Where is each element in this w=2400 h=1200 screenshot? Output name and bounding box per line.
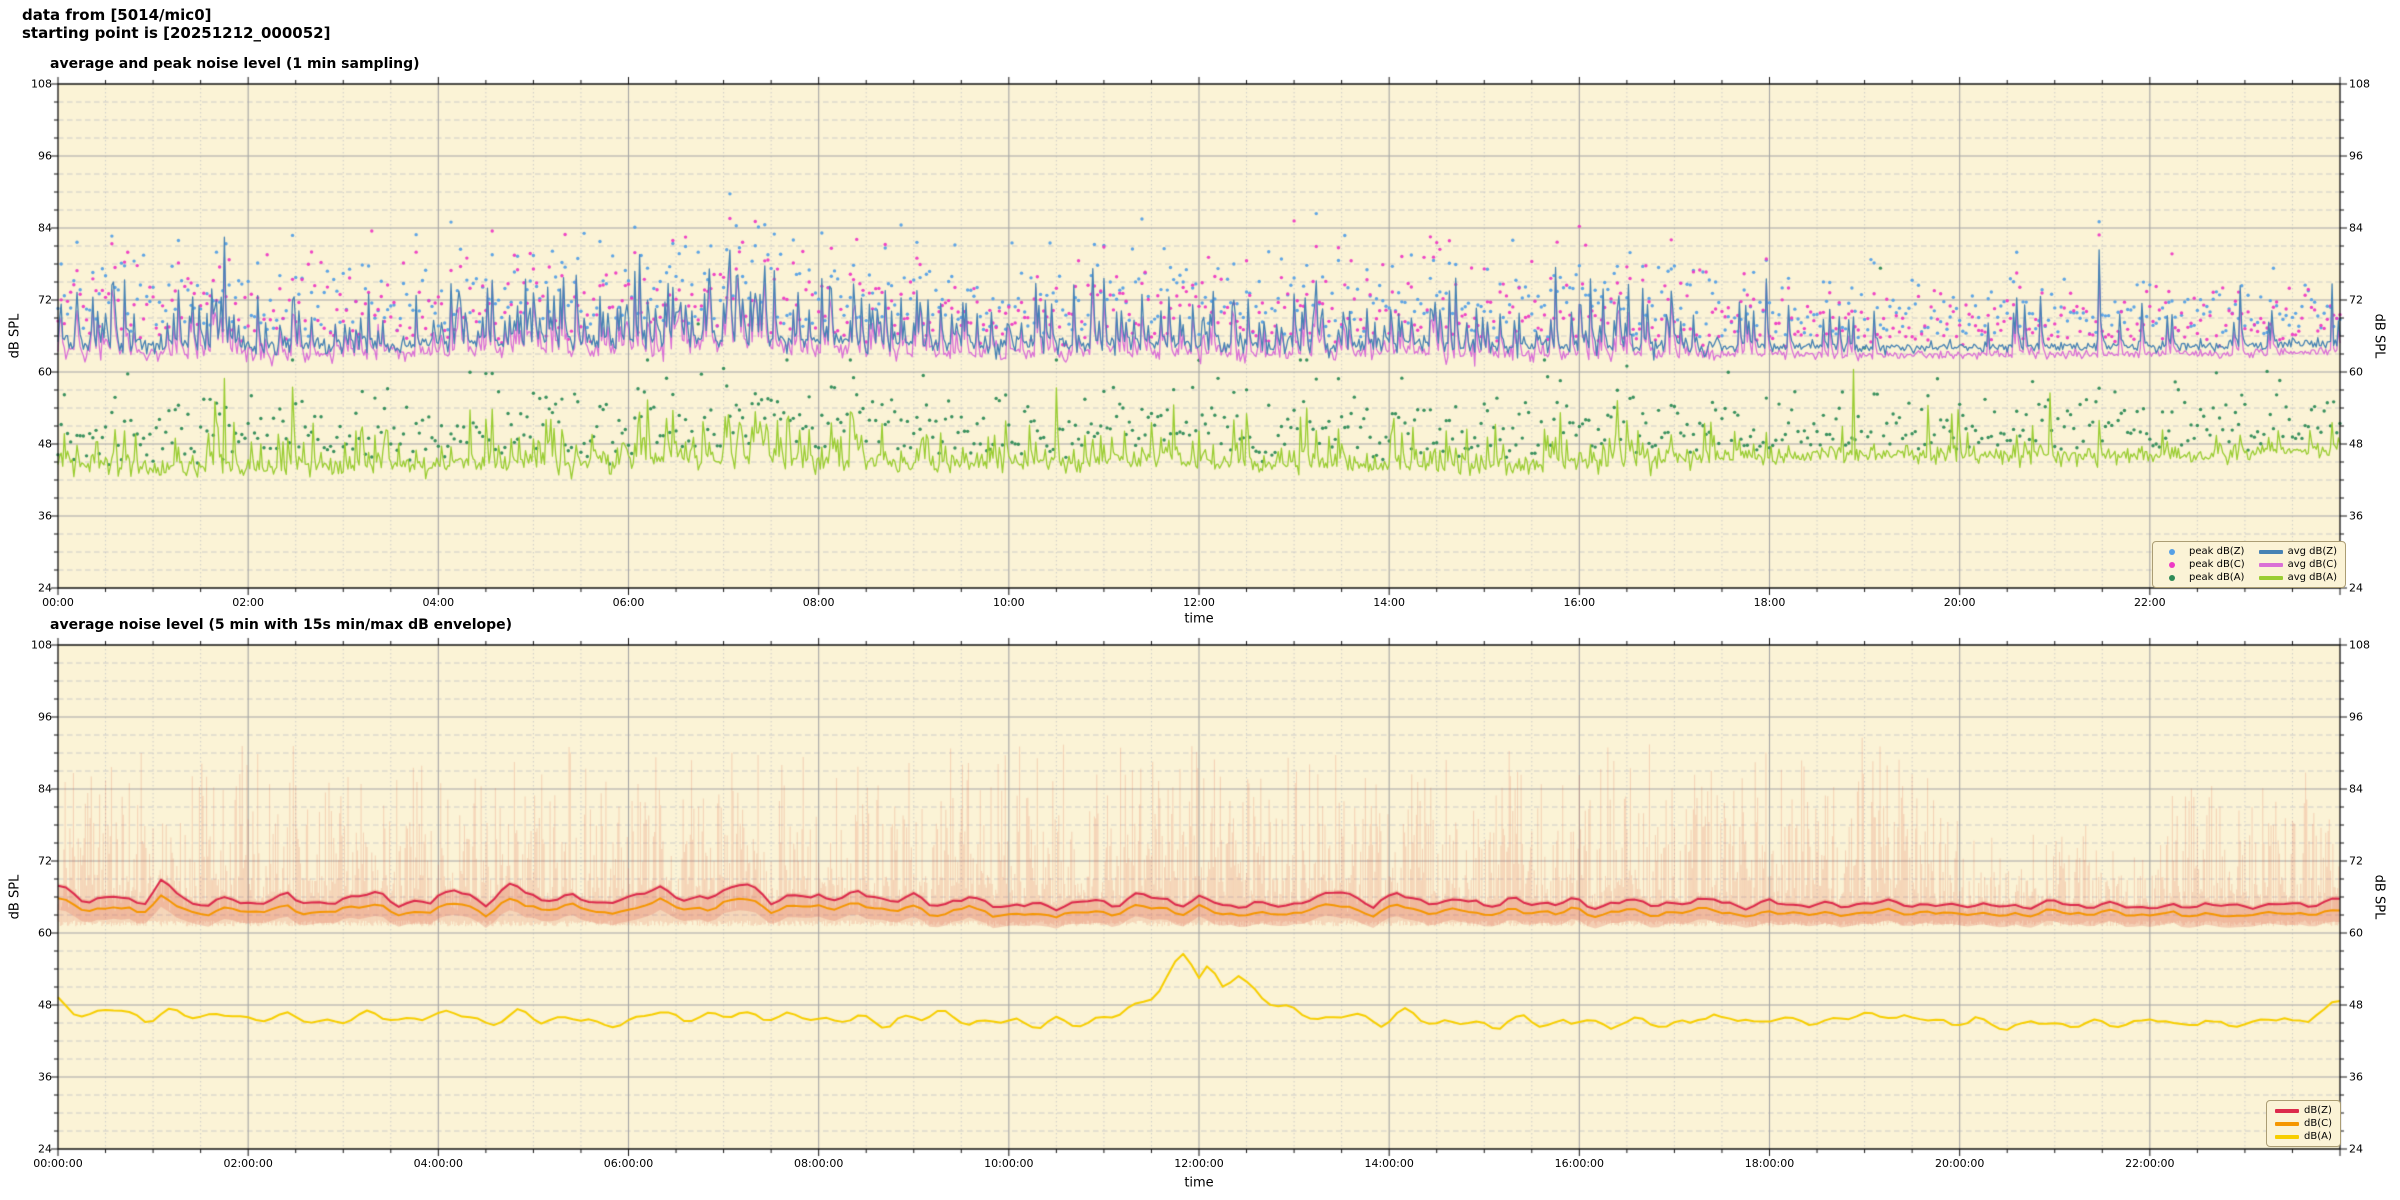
x-tick-label: 22:00 — [2133, 596, 2166, 609]
y-tick-label: 108 — [31, 638, 52, 652]
y-tick-label: 48 — [38, 437, 52, 451]
chart1-title: average and peak noise level (1 min samp… — [50, 56, 420, 72]
legend-line-marker — [2275, 1134, 2299, 1139]
legend-label: dB(Z) — [2304, 1105, 2332, 1116]
x-tick-label: 08:00:00 — [793, 1157, 844, 1170]
chart2-ylabel-right: dB SPL — [2371, 874, 2387, 920]
legend-entry: avg dB(A) — [2258, 571, 2338, 584]
x-tick-label: 00:00 — [42, 596, 74, 609]
legend-entry: dB(Z) — [2275, 1104, 2332, 1117]
legend-entry: avg dB(Z) — [2258, 545, 2338, 558]
legend-label: peak dB(Z) — [2189, 546, 2245, 557]
chart2-legend: dB(Z) dB(C) dB(A) — [2266, 1100, 2341, 1147]
x-tick-label: 02:00:00 — [223, 1157, 273, 1170]
y-tick-label: 108 — [2349, 638, 2370, 652]
chart2-xlabel: time — [1184, 1175, 1214, 1191]
x-tick-label: 00:00:00 — [33, 1157, 83, 1170]
x-tick-label: 14:00 — [1373, 596, 1406, 609]
legend-dot-marker — [2169, 574, 2175, 581]
y-tick-label: 24 — [2349, 1142, 2363, 1156]
x-tick-label: 10:00 — [992, 596, 1025, 609]
y-tick-label: 48 — [38, 998, 52, 1012]
x-tick-label: 16:00 — [1563, 596, 1596, 609]
y-tick-label: 24 — [38, 1142, 52, 1156]
y-tick-label: 72 — [38, 854, 52, 868]
legend-label: peak dB(C) — [2189, 559, 2245, 570]
y-tick-label: 36 — [38, 509, 52, 523]
y-tick-label: 72 — [2349, 293, 2363, 307]
legend-line-marker — [2258, 562, 2283, 567]
x-tick-label: 02:00 — [232, 596, 265, 609]
legend-label: avg dB(Z) — [2287, 546, 2338, 557]
legend-entry: peak dB(Z) — [2161, 545, 2245, 558]
y-tick-label: 96 — [2349, 710, 2363, 724]
y-tick-label: 48 — [2349, 437, 2363, 451]
x-tick-label: 12:00:00 — [1174, 1157, 1224, 1170]
y-tick-label: 60 — [38, 365, 52, 379]
x-tick-label: 16:00:00 — [1554, 1157, 1605, 1170]
chart2-title: average noise level (5 min with 15s min/… — [50, 617, 513, 633]
legend-label: avg dB(C) — [2287, 559, 2338, 570]
legend-dot-marker — [2169, 548, 2175, 555]
y-tick-label: 60 — [38, 926, 52, 940]
y-tick-label: 36 — [2349, 1070, 2363, 1084]
header-line-1: data from [5014/mic0] — [22, 6, 212, 24]
x-tick-label: 12:00 — [1183, 596, 1215, 609]
y-tick-label: 108 — [2349, 77, 2370, 91]
y-tick-label: 96 — [2349, 149, 2363, 163]
legend-dot-marker — [2169, 561, 2175, 568]
x-tick-label: 20:00:00 — [1934, 1157, 1985, 1170]
legend-label: avg dB(A) — [2287, 572, 2338, 583]
legend-label: peak dB(A) — [2189, 572, 2245, 583]
chart1-legend: peak dB(Z) avg dB(Z) peak dB(C) avg dB(C) pe… — [2152, 541, 2347, 588]
legend-label: dB(A) — [2304, 1131, 2332, 1142]
header-line-2: starting point is [20251212_000052] — [22, 24, 331, 42]
chart2-ylabel-left: dB SPL — [7, 874, 23, 920]
y-tick-label: 60 — [2349, 926, 2363, 940]
x-tick-label: 06:00:00 — [603, 1157, 654, 1170]
legend-entry: dB(C) — [2275, 1117, 2332, 1130]
legend-label: dB(C) — [2304, 1118, 2332, 1129]
y-tick-label: 96 — [38, 710, 52, 724]
x-tick-label: 18:00:00 — [1744, 1157, 1795, 1170]
y-tick-label: 24 — [38, 581, 52, 595]
chart1-ylabel-right: dB SPL — [2371, 313, 2387, 359]
y-tick-label: 84 — [2349, 221, 2363, 235]
y-tick-label: 84 — [38, 221, 52, 235]
legend-entry: dB(A) — [2275, 1130, 2332, 1143]
x-tick-label: 08:00 — [802, 596, 835, 609]
legend-entry: peak dB(A) — [2161, 571, 2245, 584]
legend-entry: avg dB(C) — [2258, 558, 2338, 571]
x-tick-label: 10:00:00 — [984, 1157, 1034, 1170]
y-tick-label: 108 — [31, 77, 52, 91]
x-tick-label: 06:00 — [612, 596, 645, 609]
legend-line-marker — [2275, 1108, 2299, 1113]
chart1-xlabel: time — [1184, 611, 1214, 627]
y-tick-label: 24 — [2349, 581, 2363, 595]
y-tick-label: 72 — [38, 293, 52, 307]
legend-line-marker — [2258, 575, 2283, 580]
y-tick-label: 96 — [38, 149, 52, 163]
x-tick-label: 22:00:00 — [2125, 1157, 2175, 1170]
y-tick-label: 84 — [38, 782, 52, 796]
x-tick-label: 20:00 — [1943, 596, 1976, 609]
chart1-ylabel-left: dB SPL — [7, 313, 23, 359]
x-tick-label: 04:00:00 — [413, 1157, 464, 1170]
y-tick-label: 84 — [2349, 782, 2363, 796]
legend-entry: peak dB(C) — [2161, 558, 2245, 571]
legend-line-marker — [2275, 1121, 2299, 1126]
legend-line-marker — [2258, 549, 2283, 554]
x-tick-label: 14:00:00 — [1364, 1157, 1414, 1170]
y-tick-label: 72 — [2349, 854, 2363, 868]
y-tick-label: 36 — [2349, 509, 2363, 523]
x-tick-label: 18:00 — [1753, 596, 1786, 609]
x-tick-label: 04:00 — [422, 596, 455, 609]
y-tick-label: 48 — [2349, 998, 2363, 1012]
y-tick-label: 36 — [38, 1070, 52, 1084]
y-tick-label: 60 — [2349, 365, 2363, 379]
